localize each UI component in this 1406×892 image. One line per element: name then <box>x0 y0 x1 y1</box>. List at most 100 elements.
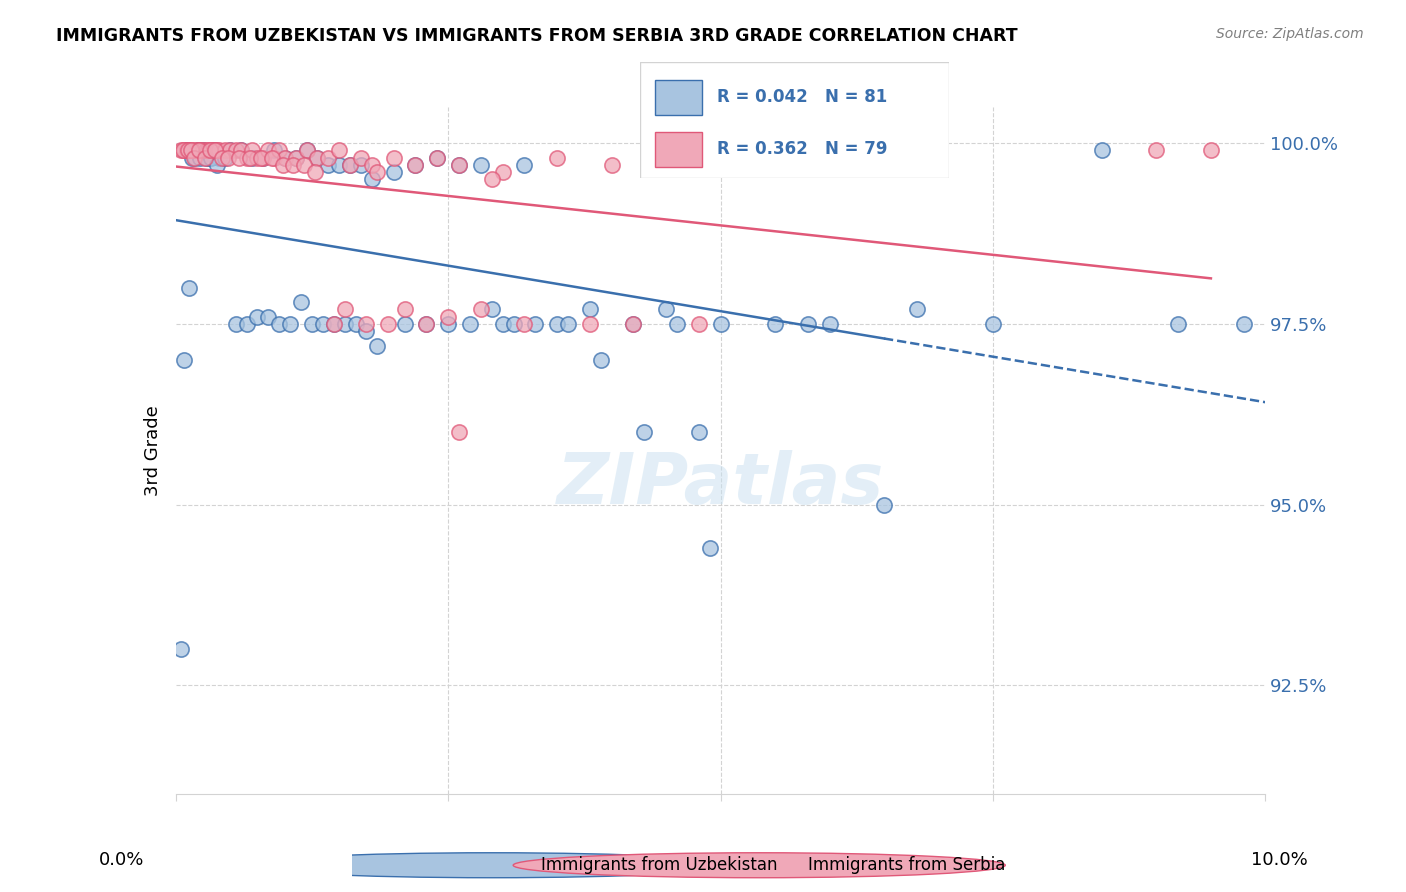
Point <box>263 144 285 158</box>
Point <box>284 151 307 165</box>
Point <box>181 151 204 165</box>
Point <box>252 151 274 165</box>
Point <box>322 317 344 331</box>
Point <box>307 151 329 165</box>
Point <box>214 151 236 165</box>
Text: Source: ZipAtlas.com: Source: ZipAtlas.com <box>1216 27 1364 41</box>
Text: Immigrants from Serbia: Immigrants from Serbia <box>808 856 1005 874</box>
Point <box>271 158 294 172</box>
Point <box>339 158 361 172</box>
Point <box>173 144 195 158</box>
Point <box>198 144 221 158</box>
Point <box>333 317 356 331</box>
Point <box>666 317 689 331</box>
Point <box>307 151 329 165</box>
Point <box>177 144 200 158</box>
Point <box>260 151 283 165</box>
Point <box>188 151 211 165</box>
Point <box>492 317 515 331</box>
Circle shape <box>246 853 738 878</box>
Point <box>470 158 492 172</box>
Point <box>981 317 1004 331</box>
Text: ZIPatlas: ZIPatlas <box>557 450 884 519</box>
Point <box>1091 144 1114 158</box>
Point <box>905 302 928 317</box>
Y-axis label: 3rd Grade: 3rd Grade <box>143 405 162 496</box>
Point <box>312 317 335 331</box>
Point <box>263 151 285 165</box>
Point <box>328 158 350 172</box>
Point <box>1167 317 1189 331</box>
Point <box>211 151 233 165</box>
FancyBboxPatch shape <box>640 62 949 178</box>
Point <box>361 172 384 186</box>
Point <box>449 158 471 172</box>
Point <box>219 144 242 158</box>
Point <box>274 151 297 165</box>
Point <box>513 158 536 172</box>
Point <box>235 151 257 165</box>
Point <box>194 151 217 165</box>
Point <box>191 144 214 158</box>
Point <box>470 302 492 317</box>
Point <box>318 151 340 165</box>
Point <box>176 144 198 158</box>
Point <box>415 317 437 331</box>
Point <box>655 158 678 172</box>
Point <box>246 151 269 165</box>
Point <box>173 353 195 368</box>
Point <box>600 158 623 172</box>
Point <box>557 317 579 331</box>
Text: R = 0.042   N = 81: R = 0.042 N = 81 <box>717 88 887 106</box>
Point <box>449 425 471 440</box>
Point <box>405 158 427 172</box>
Point <box>235 317 257 331</box>
Point <box>356 324 378 338</box>
Point <box>699 541 721 555</box>
Point <box>361 158 384 172</box>
Point <box>197 151 219 165</box>
Point <box>208 144 231 158</box>
Point <box>437 317 460 331</box>
Point <box>231 144 253 158</box>
Point <box>278 317 301 331</box>
Point <box>377 317 399 331</box>
Bar <box>655 132 702 167</box>
Point <box>579 302 602 317</box>
Point <box>546 151 568 165</box>
Point <box>200 144 222 158</box>
Point <box>513 317 536 331</box>
Point <box>208 151 231 165</box>
Point <box>797 317 820 331</box>
Point <box>382 165 405 179</box>
Point <box>274 151 297 165</box>
Point <box>176 144 198 158</box>
Point <box>339 158 361 172</box>
Point <box>818 317 841 331</box>
Point <box>458 317 481 331</box>
Point <box>301 317 323 331</box>
Point <box>191 144 214 158</box>
Point <box>184 151 207 165</box>
Point <box>322 317 344 331</box>
Point <box>219 144 242 158</box>
Point <box>688 317 710 331</box>
Point <box>1199 144 1222 158</box>
Point <box>633 425 655 440</box>
Point <box>295 144 318 158</box>
Point <box>202 144 225 158</box>
Point <box>492 165 515 179</box>
Point <box>621 317 644 331</box>
Point <box>172 144 194 158</box>
Point <box>283 158 305 172</box>
Point <box>225 317 247 331</box>
Point <box>579 317 602 331</box>
Point <box>197 144 219 158</box>
Point <box>524 317 547 331</box>
Point <box>246 310 269 324</box>
Point <box>710 158 733 172</box>
Point <box>304 165 326 179</box>
Point <box>426 151 449 165</box>
Point <box>710 317 733 331</box>
Bar <box>655 79 702 114</box>
